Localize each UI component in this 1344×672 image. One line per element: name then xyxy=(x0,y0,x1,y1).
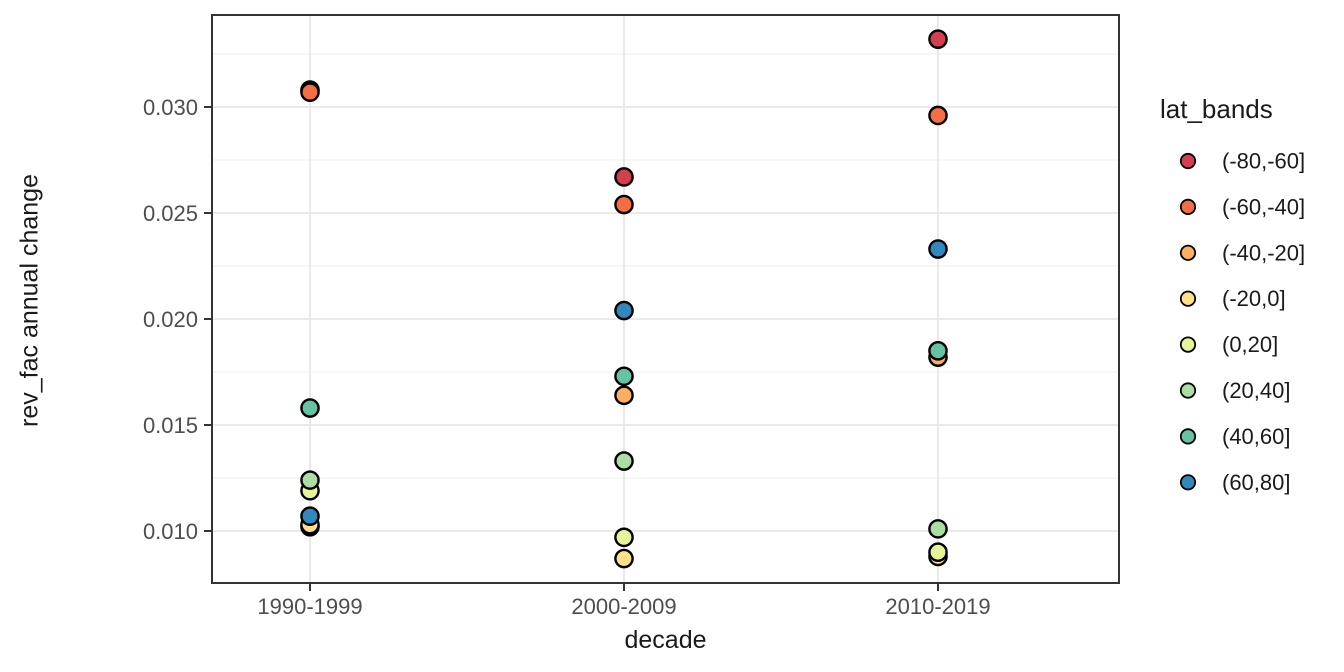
legend-key xyxy=(1179,198,1197,215)
data-point xyxy=(614,194,634,215)
data-point xyxy=(928,542,948,563)
data-point xyxy=(614,366,634,387)
data-point xyxy=(614,385,634,406)
legend-key xyxy=(1179,152,1197,170)
y-tick-label: 0.020 xyxy=(143,307,198,332)
x-tick-label: 1990-1999 xyxy=(257,594,362,619)
data-point xyxy=(300,398,320,418)
x-tick-label: 2010-2019 xyxy=(885,594,990,619)
data-point xyxy=(928,340,948,361)
data-point xyxy=(614,548,634,569)
legend-key xyxy=(1179,428,1197,445)
data-point xyxy=(614,167,634,187)
data-point xyxy=(928,239,948,259)
legend-label: (-40,-20] xyxy=(1222,240,1305,265)
y-axis-title: rev_fac annual change xyxy=(15,174,44,427)
legend-label: (40,60] xyxy=(1222,424,1291,449)
data-point xyxy=(300,82,320,102)
data-point xyxy=(928,105,948,126)
y-tick-label: 0.030 xyxy=(143,95,198,120)
data-point xyxy=(614,300,634,321)
legend-label: (-20,0] xyxy=(1222,286,1286,311)
y-tick-label: 0.010 xyxy=(143,519,198,544)
legend-label: (60,80] xyxy=(1222,470,1291,495)
legend-label: (0,20] xyxy=(1222,332,1278,357)
data-point xyxy=(614,527,634,548)
legend-key xyxy=(1179,336,1197,353)
legend-label: (-60,-40] xyxy=(1222,194,1305,219)
legend-key xyxy=(1179,244,1197,261)
legend-key xyxy=(1179,290,1197,307)
y-tick-label: 0.015 xyxy=(143,413,198,438)
legend-key xyxy=(1179,474,1197,491)
legend-key xyxy=(1179,382,1197,399)
data-point xyxy=(928,519,948,539)
x-axis-title: decade xyxy=(624,626,707,654)
x-tick-label: 2000-2009 xyxy=(571,594,676,619)
data-point xyxy=(614,451,634,471)
legend-label: (20,40] xyxy=(1222,378,1291,403)
data-point xyxy=(928,29,948,49)
data-point xyxy=(300,506,320,526)
panel-border xyxy=(211,14,1120,584)
plot-panel xyxy=(212,15,1119,583)
legend-label: (-80,-60] xyxy=(1222,149,1305,174)
y-tick-label: 0.025 xyxy=(143,201,198,226)
legend-title: lat_bands xyxy=(1160,94,1273,124)
data-point xyxy=(300,470,320,490)
